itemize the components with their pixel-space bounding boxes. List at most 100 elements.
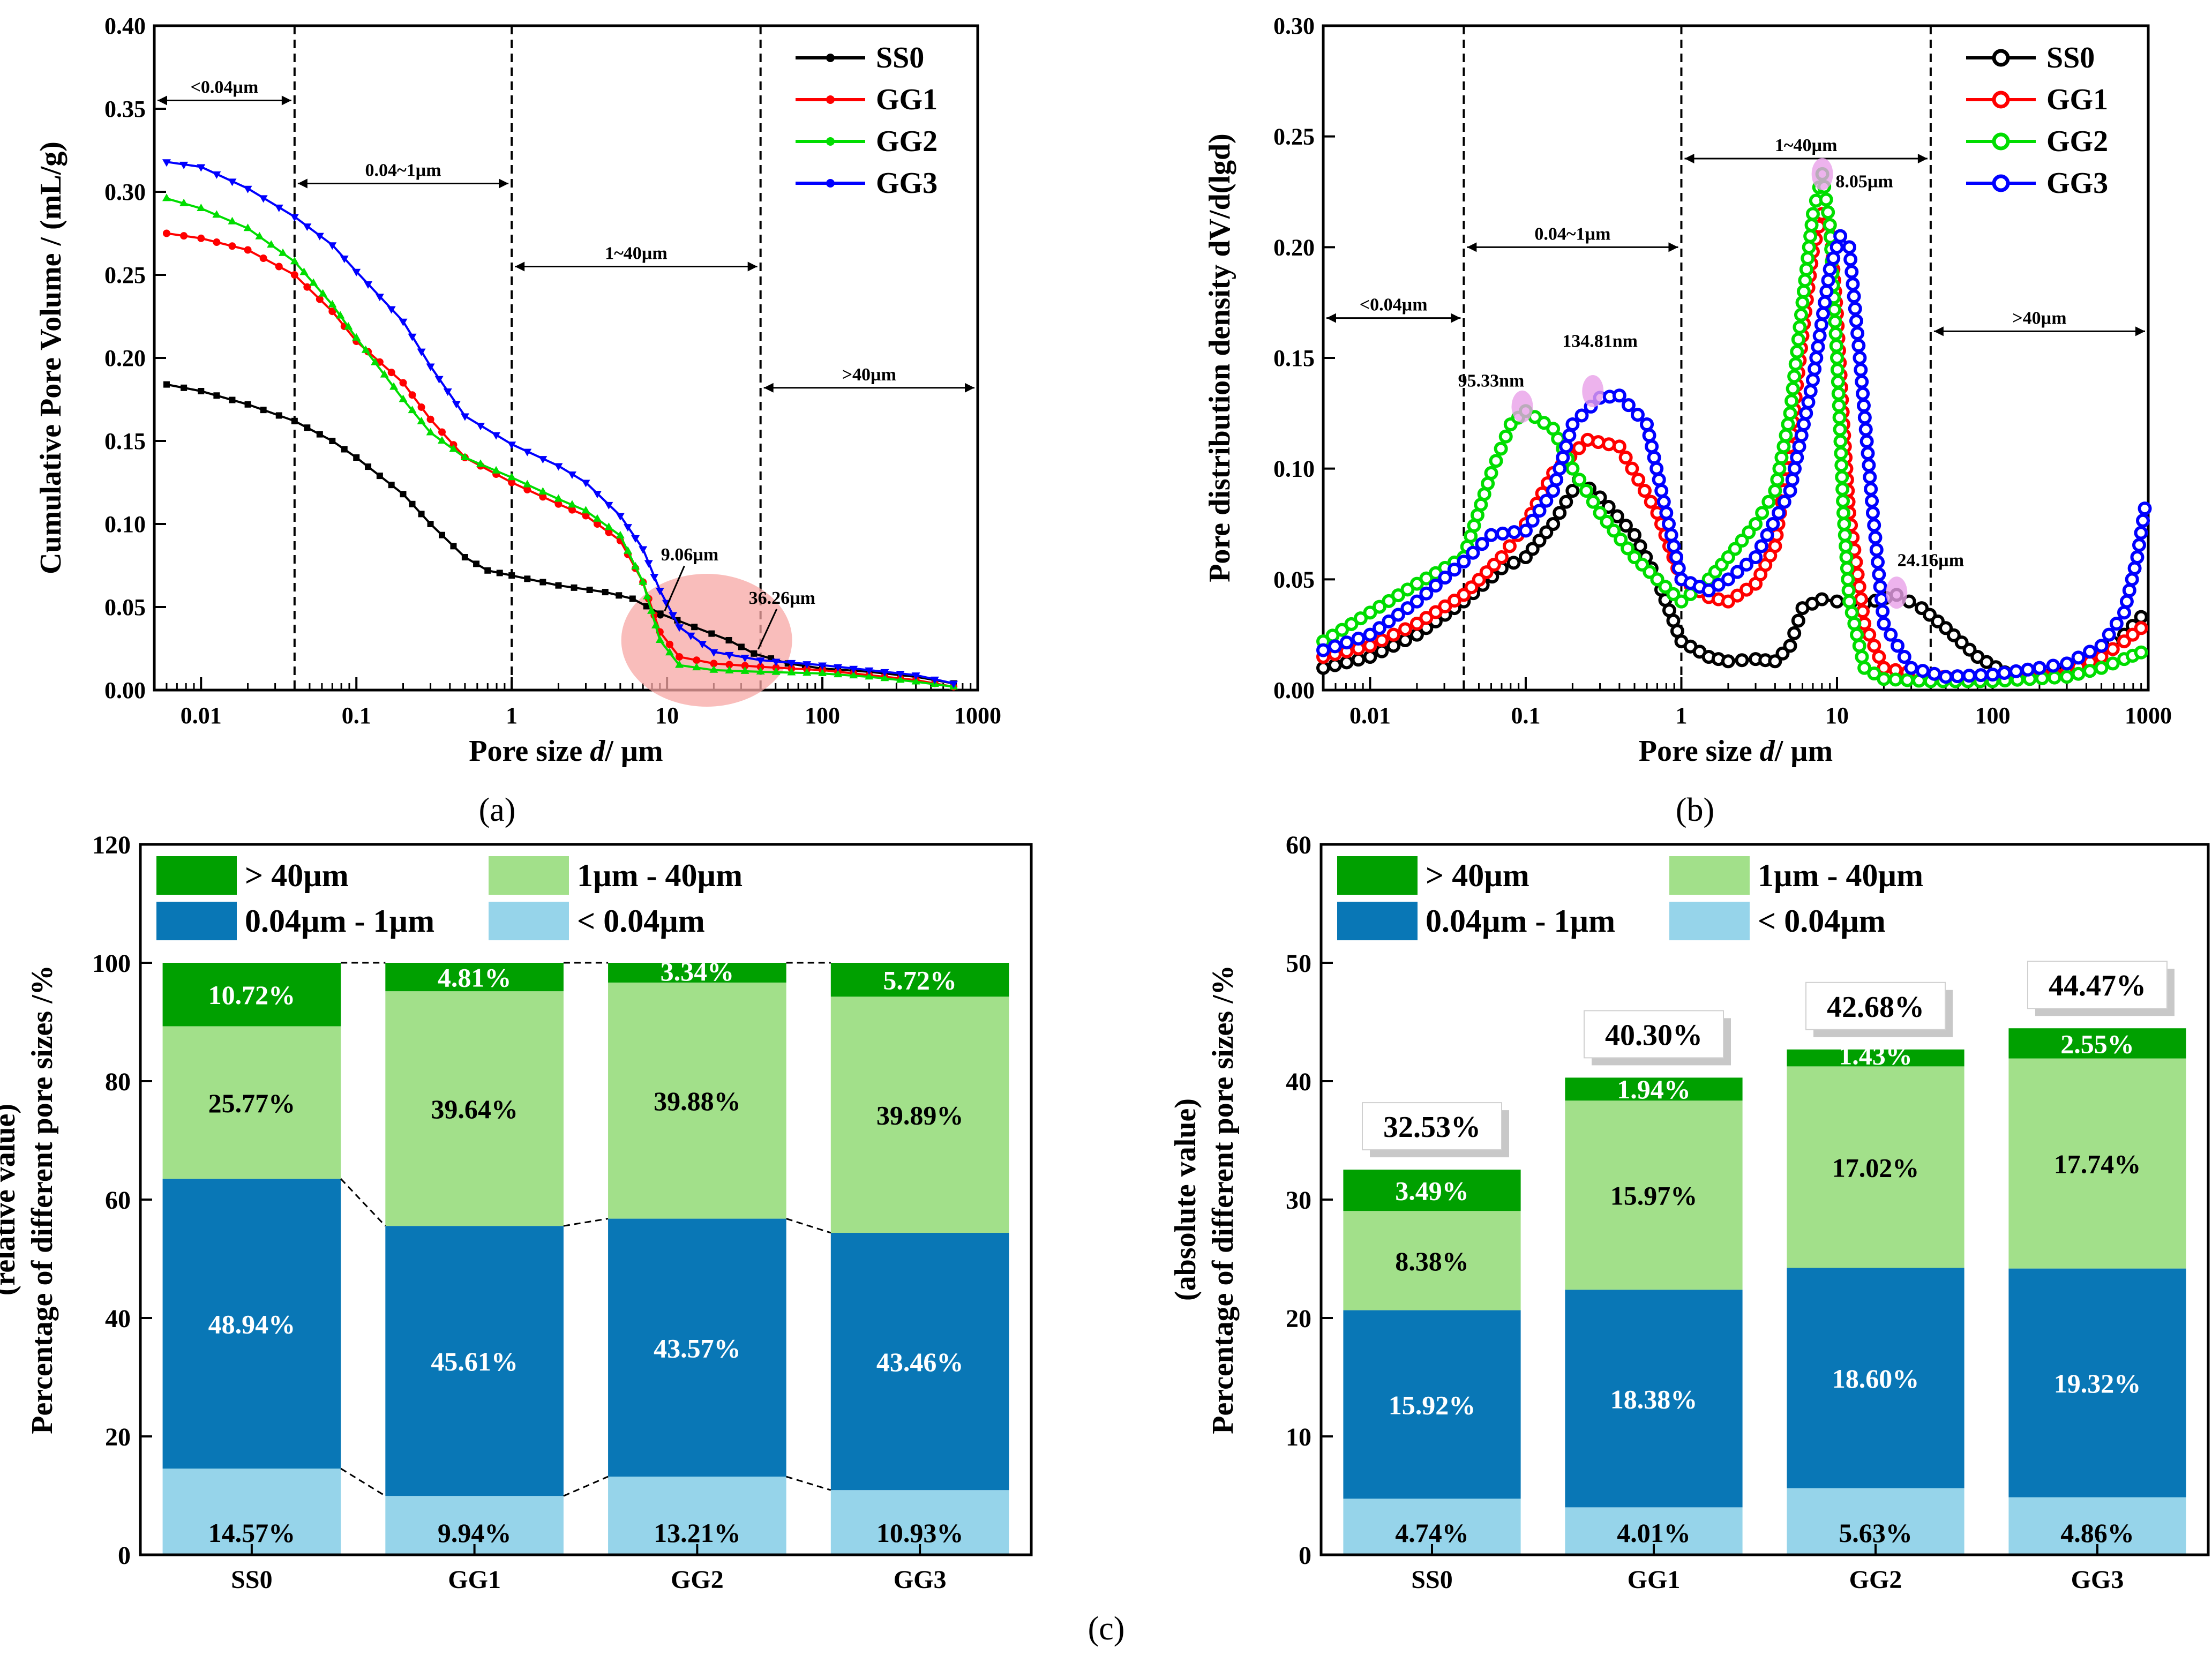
data-point-gg3: [1939, 670, 1953, 684]
data-point-ss0: [1735, 653, 1749, 668]
data-point-gg2: [1768, 484, 1782, 498]
data-point-gg1: [228, 242, 236, 250]
data-point-gg2: [371, 357, 380, 365]
data-point-gg2: [1788, 357, 1803, 371]
bar-segment-0-04-m: [830, 1490, 1009, 1555]
data-point-gg3: [1877, 617, 1891, 631]
data-point-gg3: [1649, 461, 1664, 476]
annotation-marker: [1886, 576, 1908, 609]
data-point-gg2: [1847, 617, 1862, 631]
data-point-gg2: [1841, 583, 1856, 597]
data-point-ss0: [427, 521, 434, 527]
data-point-gg3: [2117, 605, 2131, 620]
legend-swatch-1-m-40-m: [1669, 856, 1750, 895]
bar-connector: [786, 1476, 831, 1491]
data-point-gg3: [1328, 639, 1342, 654]
data-point-gg2: [523, 480, 532, 488]
bar-value-label: 4.81%: [438, 963, 512, 993]
data-point-gg3: [1821, 273, 1835, 288]
y-tick-label: 60: [1286, 831, 1311, 859]
y-tick-label: 40: [105, 1305, 131, 1333]
data-point-gg2: [1391, 588, 1405, 603]
y-axis-title: Pore distribution density dV/d(lgd): [1203, 133, 1236, 582]
data-point-gg2: [756, 667, 765, 675]
data-point-gg3: [644, 560, 653, 568]
data-point-gg1: [1852, 580, 1866, 594]
x-tick-label: SS0: [1411, 1566, 1452, 1594]
data-point-gg1: [568, 506, 576, 514]
data-point-gg3: [2009, 664, 2023, 678]
bar-value-label: 3.49%: [1395, 1176, 1469, 1206]
data-point-gg3: [1466, 545, 1480, 560]
total-label: 32.53%: [1383, 1111, 1481, 1144]
data-point-gg3: [1816, 306, 1831, 321]
data-point-ss0: [409, 500, 416, 507]
data-point-gg1: [1602, 437, 1616, 452]
x-tick-label: 0.1: [342, 702, 371, 729]
caption-b: (b): [1676, 792, 1714, 828]
data-point-gg2: [212, 210, 221, 218]
data-point-gg1: [1856, 604, 1870, 619]
data-point-gg3: [1819, 284, 1834, 298]
range-arrow-head-right: [2135, 326, 2145, 336]
data-point-gg2: [865, 672, 874, 680]
data-point-ss0: [1518, 550, 1533, 564]
data-point-gg2: [1572, 473, 1587, 487]
data-point-ss0: [450, 543, 457, 550]
data-point-gg2: [655, 635, 664, 643]
y-tick-label: 0.20: [1273, 234, 1315, 260]
total-box: [2027, 961, 2168, 1009]
data-point-ss0: [629, 595, 636, 602]
data-point-gg3: [2136, 513, 2150, 528]
data-point-gg2: [1834, 446, 1848, 461]
chart-c-left-relative-bars: (relative value) Percentage of different …: [0, 831, 1033, 1594]
bar-segment-0-04-m-1-m: [830, 1232, 1009, 1491]
data-point-gg3: [1495, 526, 1510, 541]
data-point-gg1: [2094, 650, 2109, 664]
data-point-gg3: [2134, 526, 2148, 540]
x-tick-label: GG2: [671, 1566, 724, 1594]
data-point-gg3: [426, 363, 435, 371]
data-point-gg3: [2132, 538, 2147, 552]
x-tick-label: 10: [655, 702, 679, 729]
data-point-ss0: [376, 473, 383, 480]
data-point-gg3: [1788, 461, 1802, 476]
data-point-ss0: [1363, 650, 1377, 664]
y-axis-title-line2: Percentage of different pore sizes /%: [1206, 965, 1240, 1434]
bar-value-label: 9.94%: [438, 1518, 512, 1548]
bar-value-label: 14.57%: [208, 1518, 296, 1548]
caption-c: (c): [1088, 1611, 1125, 1647]
data-point-gg3: [1859, 434, 1874, 448]
data-point-gg2: [1840, 561, 1854, 575]
data-point-gg3: [1865, 494, 1879, 508]
data-point-gg3: [538, 456, 548, 464]
data-point-gg3: [1621, 398, 1636, 413]
data-point-ss0: [708, 630, 715, 637]
data-point-gg3: [1862, 458, 1876, 473]
data-point-gg3: [1997, 665, 2012, 680]
data-point-gg3: [1428, 578, 1443, 593]
data-point-gg3: [787, 660, 796, 668]
data-point-gg3: [523, 448, 532, 456]
data-point-gg2: [1832, 410, 1847, 425]
data-point-ss0: [461, 554, 468, 560]
data-point-gg3: [698, 641, 707, 649]
data-point-gg3: [2083, 645, 2097, 659]
bar-connector: [563, 1476, 609, 1497]
bar-value-label: 8.38%: [1395, 1246, 1469, 1276]
data-point-ss0: [738, 643, 745, 650]
data-point-gg3: [1556, 451, 1570, 465]
data-point-gg1: [1872, 650, 1886, 664]
annotation-label: 9.06µm: [661, 545, 718, 565]
y-tick-label: 0.30: [104, 179, 146, 205]
data-point-gg2: [1658, 580, 1673, 594]
data-point-gg2: [643, 591, 652, 600]
x-tick-label: 100: [805, 702, 840, 729]
bar-segment-0-04-m-1-m: [2008, 1268, 2186, 1497]
data-point-gg3: [756, 657, 765, 665]
bar-segment-40-m: [162, 963, 341, 1027]
plot-frame: [1319, 843, 2210, 1556]
data-point-gg2: [1790, 345, 1804, 359]
data-point-gg3: [1760, 528, 1774, 542]
